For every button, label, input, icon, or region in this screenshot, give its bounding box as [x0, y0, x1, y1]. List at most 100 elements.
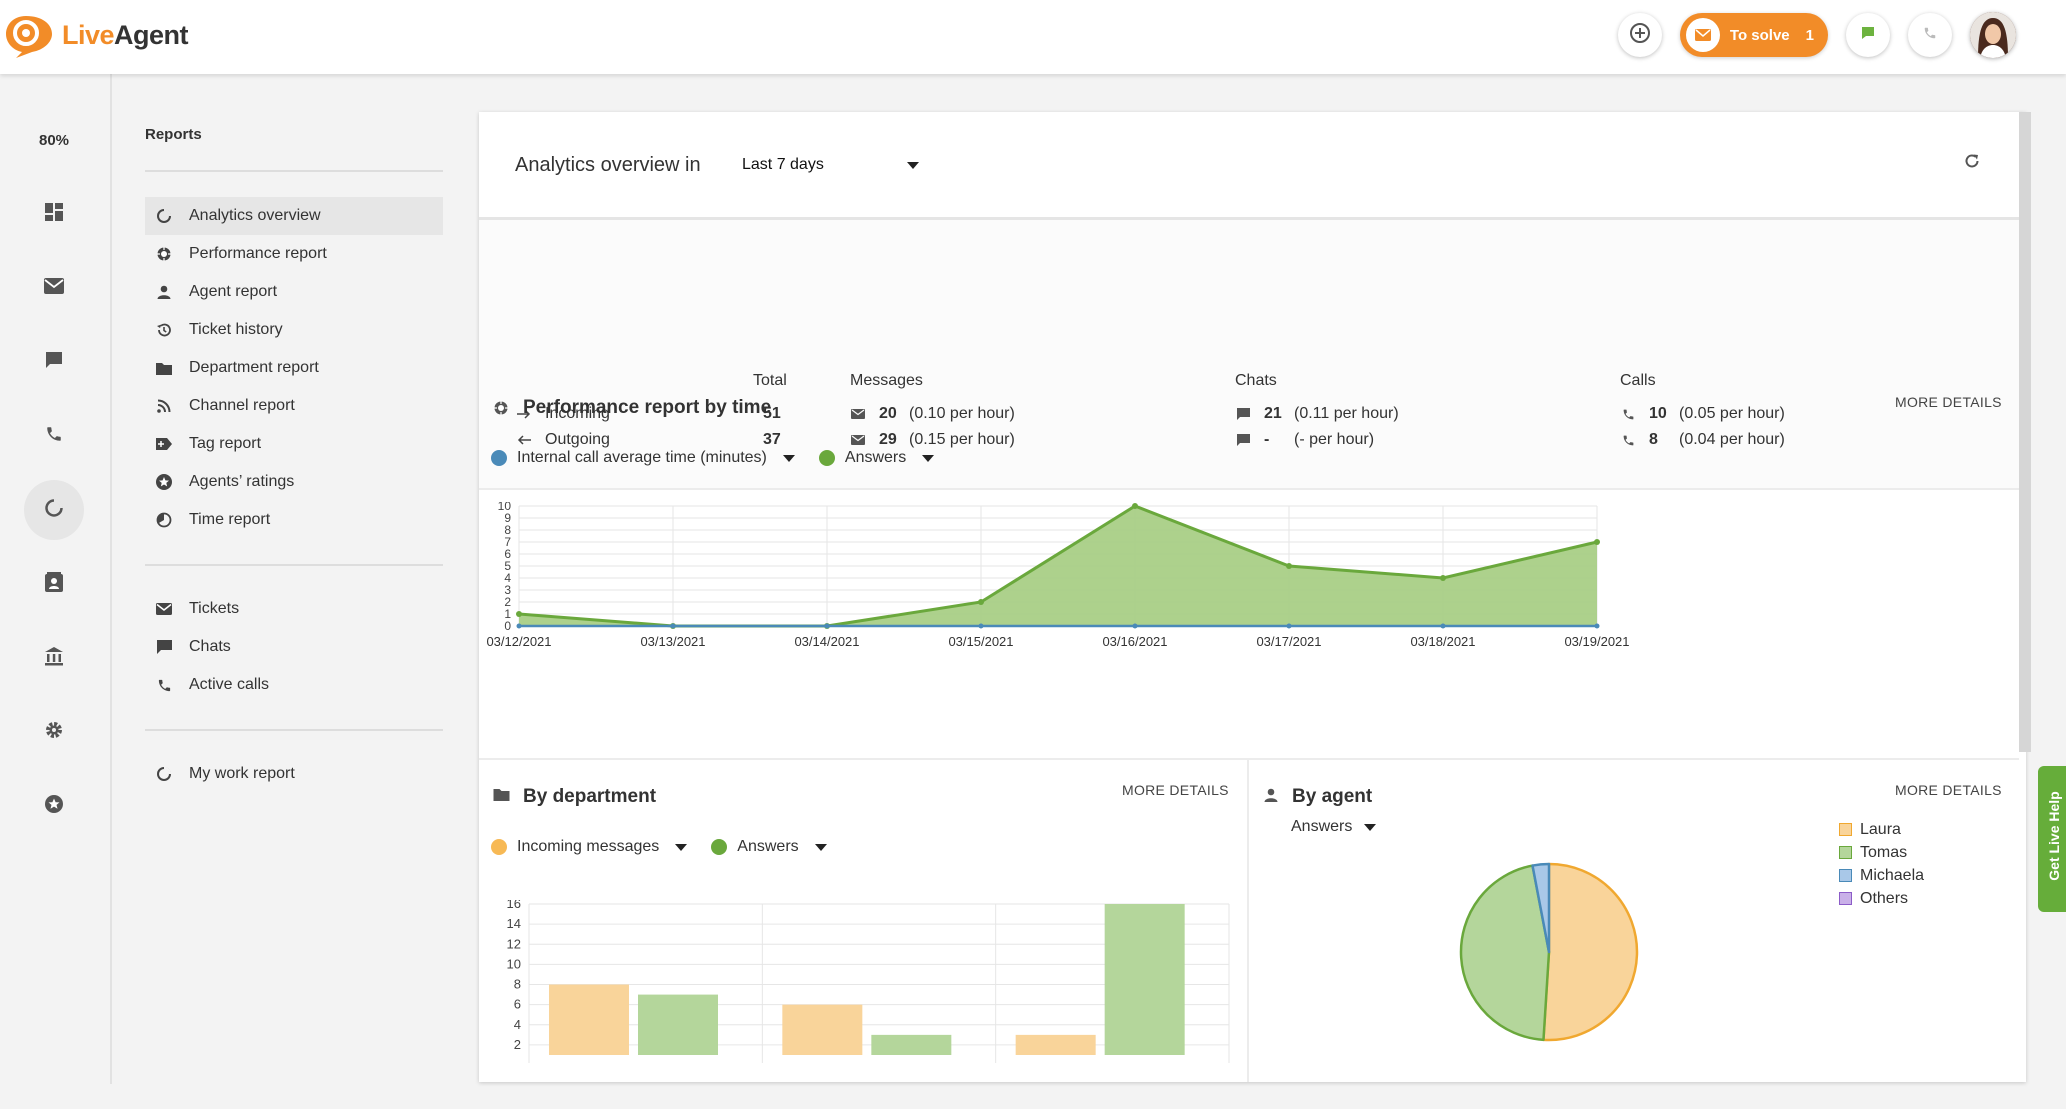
- nav-item-label: Tag report: [189, 435, 262, 452]
- refresh-button[interactable]: [1963, 152, 1981, 175]
- caret-down-icon[interactable]: [1364, 823, 1377, 831]
- y-tick-label: 14: [507, 916, 521, 931]
- y-tick-label: 12: [507, 936, 521, 951]
- metric-label: Answers: [1291, 818, 1353, 835]
- user-avatar[interactable]: [1970, 12, 2016, 58]
- agent-more-details-link[interactable]: MORE DETAILS: [1895, 782, 2002, 798]
- period-select[interactable]: Last 7 days: [742, 156, 824, 173]
- answers-point: [1440, 575, 1446, 581]
- nav-item-department-report[interactable]: Department report: [145, 349, 443, 387]
- rail-tickets[interactable]: [24, 258, 84, 318]
- performance-icon: [493, 400, 509, 421]
- contacts-icon: [45, 571, 63, 597]
- legend-swatch: [1839, 892, 1852, 905]
- get-live-help-tab[interactable]: Get Live Help: [2038, 766, 2066, 912]
- legend-label: Others: [1860, 889, 1909, 907]
- y-tick-label: 10: [507, 956, 521, 971]
- department-more-details-link[interactable]: MORE DETAILS: [1122, 782, 1229, 798]
- y-tick-label: 2: [514, 1037, 521, 1052]
- nav-item-label: Active calls: [189, 676, 270, 693]
- x-tick-label: 03/16/2021: [1102, 634, 1167, 649]
- refresh-icon: [1963, 154, 1981, 174]
- rail-reports[interactable]: [24, 480, 84, 540]
- caret-down-icon[interactable]: [782, 454, 795, 462]
- legend-swatch: [1839, 869, 1852, 882]
- legend-item[interactable]: Others: [1839, 887, 1924, 910]
- to-solve-button[interactable]: To solve 1: [1679, 13, 1828, 57]
- caret-down-icon[interactable]: [675, 843, 688, 851]
- envelope-icon: [1685, 18, 1720, 52]
- nav-item-my-work-report[interactable]: My work report: [145, 755, 443, 793]
- nav-item-ticket-history[interactable]: Ticket history: [145, 311, 443, 349]
- answers-point: [1286, 563, 1292, 569]
- nav-item-channel-report[interactable]: Channel report: [145, 387, 443, 425]
- y-tick-label: 16: [507, 900, 521, 911]
- add-button[interactable]: [1617, 13, 1662, 57]
- nav-item-tag-report[interactable]: Tag report: [145, 425, 443, 463]
- legend-item[interactable]: Tomas: [1839, 841, 1924, 864]
- internal-call-point: [516, 623, 522, 629]
- star-icon: [155, 473, 173, 491]
- rail-calls[interactable]: [24, 406, 84, 466]
- caret-down-icon[interactable]: [907, 162, 919, 169]
- rail-contacts[interactable]: [24, 554, 84, 614]
- x-tick-label: 03/13/2021: [640, 634, 705, 649]
- performance-title: Performance report by time: [523, 397, 772, 418]
- y-tick-label: 10: [498, 502, 512, 513]
- nav-divider: [145, 564, 443, 566]
- nav-item-chats[interactable]: Chats: [145, 628, 443, 666]
- legend-label: Incoming messages: [517, 838, 660, 855]
- row-messages: 29: [879, 431, 897, 448]
- caret-down-icon[interactable]: [922, 454, 935, 462]
- x-tick-label: 03/18/2021: [1410, 634, 1475, 649]
- agent-metric-select[interactable]: Answers: [1291, 818, 1400, 836]
- nav-item-performance-report[interactable]: Performance report: [145, 235, 443, 273]
- summary-table: Total Messages Chats Calls Incoming 51 2…: [479, 220, 2019, 490]
- logo-text-live: Live: [62, 19, 115, 50]
- rail-settings[interactable]: [24, 702, 84, 762]
- knowledgebase-icon: [44, 646, 64, 671]
- x-tick-label: 03/15/2021: [948, 634, 1013, 649]
- rail-chats[interactable]: [24, 332, 84, 392]
- agent-legend: Laura Tomas Michaela Others: [1839, 818, 1924, 910]
- performance-more-details-link[interactable]: MORE DETAILS: [1895, 394, 2002, 410]
- caret-down-icon[interactable]: [814, 843, 827, 851]
- bar: [549, 984, 629, 1055]
- internal-call-point: [978, 623, 984, 629]
- col-messages: Messages: [850, 372, 923, 389]
- legend-item[interactable]: Michaela: [1839, 864, 1924, 887]
- chat-status-button[interactable]: [1846, 13, 1890, 57]
- folder-icon: [493, 787, 510, 806]
- nav-item-analytics-overview[interactable]: Analytics overview: [145, 197, 443, 235]
- y-tick-label: 9: [504, 511, 511, 525]
- phone-status-button[interactable]: [1908, 13, 1952, 57]
- email-icon: [44, 277, 64, 299]
- rail-dashboard[interactable]: [24, 184, 84, 244]
- legend-item[interactable]: Laura: [1839, 818, 1924, 841]
- row-label: Outgoing: [545, 431, 610, 448]
- rail-plugins[interactable]: [24, 776, 84, 836]
- folder-icon: [155, 359, 173, 377]
- rail-knowledgebase[interactable]: [24, 628, 84, 688]
- legend-swatch: [1839, 823, 1852, 836]
- person-icon: [155, 283, 173, 301]
- nav-item-agents-ratings[interactable]: Agents’ ratings: [145, 463, 443, 501]
- logo[interactable]: LiveAgent: [4, 12, 189, 58]
- nav-item-time-report[interactable]: Time report: [145, 501, 443, 539]
- agent-title: By agent: [1292, 786, 1373, 807]
- panel-scrollbar[interactable]: [2019, 112, 2031, 752]
- nav-title: Reports: [145, 126, 202, 143]
- email-icon: [155, 600, 173, 618]
- zoom-level: 80%: [38, 132, 70, 149]
- email-icon: [850, 406, 866, 422]
- x-tick-label: 03/14/2021: [794, 634, 859, 649]
- nav-item-agent-report[interactable]: Agent report: [145, 273, 443, 311]
- nav-item-tickets[interactable]: Tickets: [145, 590, 443, 628]
- nav-item-active-calls[interactable]: Active calls: [145, 666, 443, 704]
- circle-chart-icon: [155, 207, 173, 225]
- legend-swatch: [1839, 846, 1852, 859]
- department-bar-chart: 2 4 6 8 10 12 14 16: [507, 900, 1230, 1063]
- row-calls: 10: [1649, 405, 1667, 422]
- row-label: Incoming: [545, 405, 610, 422]
